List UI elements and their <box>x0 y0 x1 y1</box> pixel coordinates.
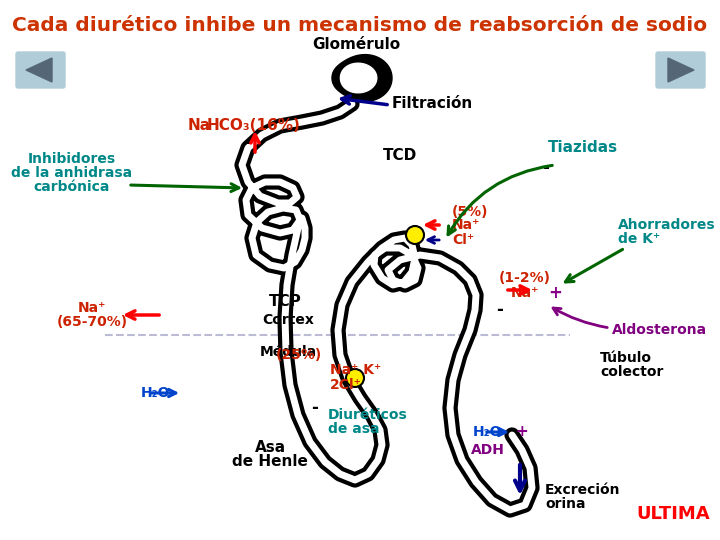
Text: de K⁺: de K⁺ <box>618 232 660 246</box>
Text: Na⁺: Na⁺ <box>510 286 539 300</box>
Text: carbónica: carbónica <box>34 180 110 194</box>
Text: Tiazidas: Tiazidas <box>548 140 618 156</box>
Text: Na⁺: Na⁺ <box>78 301 106 315</box>
Text: de asa: de asa <box>328 422 379 436</box>
Text: +: + <box>515 424 528 440</box>
Text: -: - <box>497 301 503 319</box>
Text: Glomérulo: Glomérulo <box>312 37 400 52</box>
Text: Excreción: Excreción <box>545 483 621 497</box>
Text: (1-2%): (1-2%) <box>499 271 551 285</box>
Polygon shape <box>332 55 392 102</box>
Text: Na: Na <box>188 118 211 133</box>
FancyBboxPatch shape <box>656 52 705 88</box>
Text: Cada diurético inhibe un mecanismo de reabsorción de sodio: Cada diurético inhibe un mecanismo de re… <box>12 16 708 35</box>
Text: de Henle: de Henle <box>232 455 308 469</box>
Text: TCP: TCP <box>269 294 302 309</box>
Text: (5%): (5%) <box>452 205 488 219</box>
Text: orina: orina <box>545 497 585 511</box>
Polygon shape <box>341 63 377 93</box>
Text: Inhibidores: Inhibidores <box>28 152 116 166</box>
Text: H₂O: H₂O <box>473 425 503 439</box>
Text: (25%): (25%) <box>276 348 322 362</box>
Circle shape <box>406 226 424 244</box>
Text: -: - <box>543 159 549 177</box>
Text: colector: colector <box>600 365 663 379</box>
Text: Filtración: Filtración <box>392 96 473 111</box>
Text: Asa: Asa <box>254 441 286 456</box>
Text: Cl⁺: Cl⁺ <box>452 233 474 247</box>
Text: Na⁺ K⁺: Na⁺ K⁺ <box>330 363 382 377</box>
Text: -: - <box>312 399 318 417</box>
Text: H₂O: H₂O <box>140 386 170 400</box>
Text: TCD: TCD <box>383 147 417 163</box>
Circle shape <box>346 369 364 387</box>
Text: Diuréticos: Diuréticos <box>328 408 408 422</box>
Text: -: - <box>245 134 251 152</box>
Text: ULTIMA: ULTIMA <box>636 505 710 523</box>
Text: Ahorradores: Ahorradores <box>618 218 716 232</box>
Polygon shape <box>26 58 52 82</box>
Text: HCO₃(16%): HCO₃(16%) <box>207 118 301 133</box>
Text: Na⁺: Na⁺ <box>452 218 480 232</box>
Text: Médula: Médula <box>259 345 317 359</box>
Text: ADH: ADH <box>471 443 505 457</box>
Text: Cortex: Cortex <box>262 313 314 327</box>
Text: Aldosterona: Aldosterona <box>612 323 707 337</box>
Text: Túbulo: Túbulo <box>600 351 652 365</box>
Polygon shape <box>668 58 694 82</box>
Text: (65-70%): (65-70%) <box>56 315 127 329</box>
FancyBboxPatch shape <box>16 52 65 88</box>
Text: +: + <box>548 284 562 302</box>
Text: 2Cl⁺: 2Cl⁺ <box>330 378 362 392</box>
Text: de la anhidrasa: de la anhidrasa <box>12 166 132 180</box>
